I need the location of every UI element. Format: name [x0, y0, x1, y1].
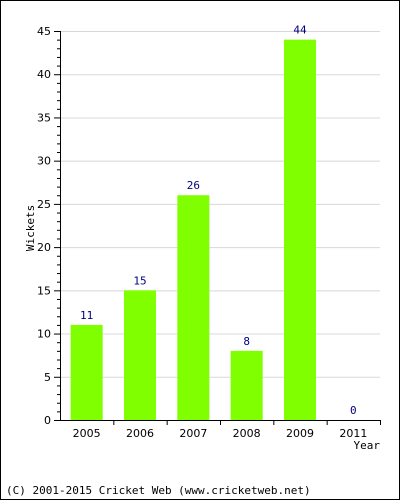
x-tick-label: 2009 — [286, 427, 314, 440]
x-tick-label: 2006 — [126, 427, 154, 440]
x-tick-label: 2011 — [339, 427, 367, 440]
data-label: 15 — [133, 274, 146, 287]
y-tick-labels: 0 5 10 15 20 25 30 35 40 45 — [37, 25, 51, 427]
y-tick-label: 15 — [37, 284, 51, 297]
gridlines — [60, 31, 380, 378]
data-label: 11 — [80, 309, 93, 322]
y-axis-title: Wickets — [24, 205, 37, 251]
copyright-footer: (C) 2001-2015 Cricket Web (www.cricketwe… — [6, 484, 311, 497]
y-tick-label: 5 — [44, 371, 51, 384]
y-tick-label: 35 — [37, 111, 51, 124]
x-tick-label: 2005 — [73, 427, 101, 440]
x-tick-label: 2008 — [233, 427, 261, 440]
y-tick-label: 30 — [37, 155, 51, 168]
data-label: 8 — [243, 335, 250, 348]
y-tick-label: 45 — [37, 25, 51, 38]
x-axis-title: Year — [354, 439, 381, 452]
data-label: 44 — [293, 24, 307, 37]
x-tick-labels: 2005 2006 2007 2008 2009 2011 — [73, 427, 368, 440]
y-tick-label: 20 — [37, 241, 51, 254]
bar — [177, 195, 210, 420]
bar — [284, 39, 316, 421]
data-labels: 11 15 26 8 44 0 — [80, 24, 357, 417]
y-tick-label: 0 — [44, 414, 51, 427]
bar — [230, 350, 263, 420]
axes — [54, 31, 381, 425]
y-tick-label: 25 — [37, 198, 51, 211]
bars — [70, 39, 316, 421]
y-tick-label: 10 — [37, 328, 51, 341]
bar — [124, 290, 156, 420]
x-tick-label: 2007 — [179, 427, 207, 440]
bar — [70, 324, 103, 420]
data-label: 0 — [350, 404, 357, 417]
y-tick-label: 40 — [37, 68, 51, 81]
data-label: 26 — [187, 179, 200, 192]
